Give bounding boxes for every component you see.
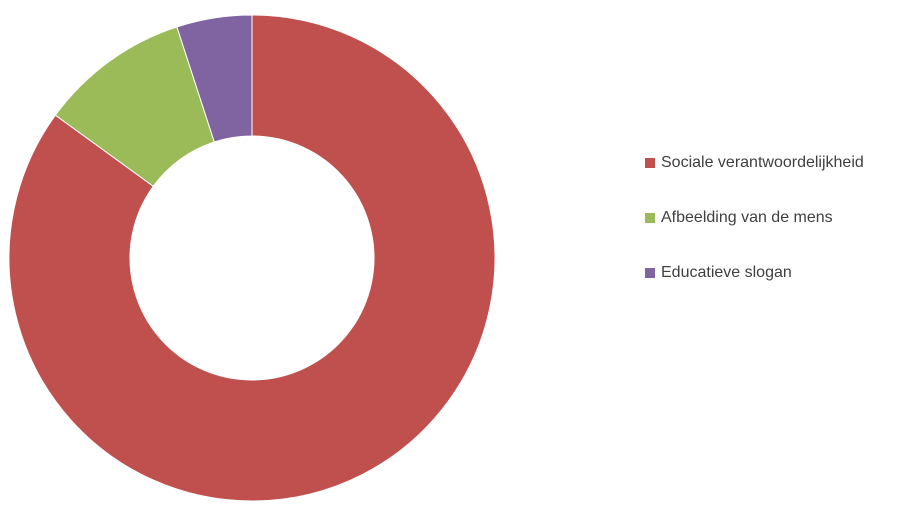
legend-swatch-afbeelding-van-de-mens bbox=[645, 213, 655, 223]
legend-item-educatieve-slogan: Educatieve slogan bbox=[645, 263, 923, 283]
legend-item-afbeelding-van-de-mens: Afbeelding van de mens bbox=[645, 208, 923, 228]
legend-swatch-sociale-verantwoordelijkheid bbox=[645, 158, 655, 168]
legend-swatch-educatieve-slogan bbox=[645, 268, 655, 278]
legend-label-sociale-verantwoordelijkheid: Sociale verantwoordelijkheid bbox=[661, 154, 864, 171]
donut-slice-educatieve-slogan bbox=[176, 14, 253, 143]
chart-legend: Sociale verantwoordelijkheid Afbeelding … bbox=[645, 153, 923, 318]
legend-item-sociale-verantwoordelijkheid: Sociale verantwoordelijkheid bbox=[645, 153, 923, 173]
legend-label-afbeelding-van-de-mens: Afbeelding van de mens bbox=[661, 209, 833, 226]
donut-slice-sociale-verantwoordelijkheid bbox=[8, 14, 496, 502]
legend-label-educatieve-slogan: Educatieve slogan bbox=[661, 264, 792, 281]
